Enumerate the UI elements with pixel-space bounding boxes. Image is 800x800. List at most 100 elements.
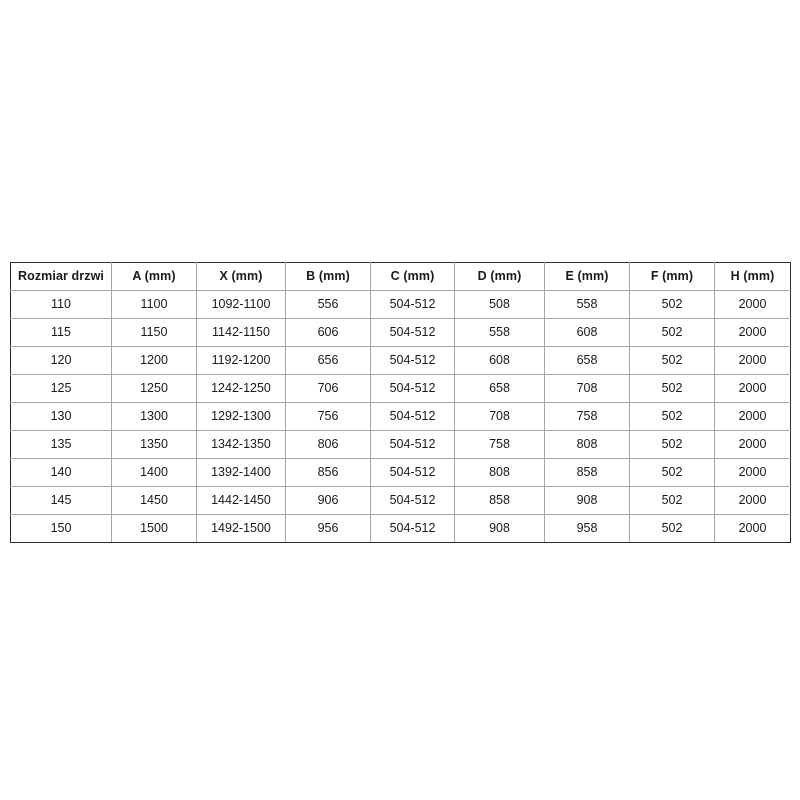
cell-d: 758 bbox=[454, 430, 545, 459]
table-header: Rozmiar drzwi A (mm) X (mm) B (mm) C (mm… bbox=[10, 262, 791, 291]
cell-f: 502 bbox=[629, 430, 715, 459]
cell-rozmiar-drzwi: 115 bbox=[10, 318, 112, 347]
column-header-x: X (mm) bbox=[196, 262, 286, 291]
cell-rozmiar-drzwi: 120 bbox=[10, 346, 112, 375]
cell-c: 504-512 bbox=[370, 374, 455, 403]
cell-b: 606 bbox=[285, 318, 371, 347]
table-row: 120 1200 1192-1200 656 504-512 608 658 5… bbox=[10, 346, 791, 375]
cell-e: 858 bbox=[544, 458, 630, 487]
cell-e: 708 bbox=[544, 374, 630, 403]
cell-a: 1150 bbox=[111, 318, 197, 347]
cell-d: 608 bbox=[454, 346, 545, 375]
cell-f: 502 bbox=[629, 290, 715, 319]
cell-h: 2000 bbox=[714, 402, 791, 431]
table-row: 110 1100 1092-1100 556 504-512 508 558 5… bbox=[10, 290, 791, 319]
table-row: 115 1150 1142-1150 606 504-512 558 608 5… bbox=[10, 318, 791, 347]
cell-b: 706 bbox=[285, 374, 371, 403]
cell-b: 556 bbox=[285, 290, 371, 319]
cell-a: 1500 bbox=[111, 514, 197, 543]
cell-x: 1442-1450 bbox=[196, 486, 286, 515]
cell-f: 502 bbox=[629, 458, 715, 487]
cell-d: 858 bbox=[454, 486, 545, 515]
cell-h: 2000 bbox=[714, 290, 791, 319]
dimensions-table: Rozmiar drzwi A (mm) X (mm) B (mm) C (mm… bbox=[10, 262, 791, 543]
cell-c: 504-512 bbox=[370, 290, 455, 319]
cell-a: 1250 bbox=[111, 374, 197, 403]
cell-e: 658 bbox=[544, 346, 630, 375]
cell-b: 656 bbox=[285, 346, 371, 375]
table-row: 125 1250 1242-1250 706 504-512 658 708 5… bbox=[10, 374, 791, 403]
column-header-c: C (mm) bbox=[370, 262, 455, 291]
cell-x: 1242-1250 bbox=[196, 374, 286, 403]
cell-f: 502 bbox=[629, 402, 715, 431]
cell-c: 504-512 bbox=[370, 458, 455, 487]
cell-e: 608 bbox=[544, 318, 630, 347]
cell-rozmiar-drzwi: 130 bbox=[10, 402, 112, 431]
cell-h: 2000 bbox=[714, 346, 791, 375]
cell-x: 1092-1100 bbox=[196, 290, 286, 319]
cell-rozmiar-drzwi: 125 bbox=[10, 374, 112, 403]
cell-h: 2000 bbox=[714, 458, 791, 487]
cell-x: 1292-1300 bbox=[196, 402, 286, 431]
cell-f: 502 bbox=[629, 374, 715, 403]
cell-c: 504-512 bbox=[370, 318, 455, 347]
cell-h: 2000 bbox=[714, 374, 791, 403]
cell-h: 2000 bbox=[714, 486, 791, 515]
cell-a: 1350 bbox=[111, 430, 197, 459]
column-header-d: D (mm) bbox=[454, 262, 545, 291]
cell-b: 856 bbox=[285, 458, 371, 487]
cell-h: 2000 bbox=[714, 430, 791, 459]
dimensions-table-container: Rozmiar drzwi A (mm) X (mm) B (mm) C (mm… bbox=[10, 262, 791, 543]
cell-c: 504-512 bbox=[370, 402, 455, 431]
cell-rozmiar-drzwi: 135 bbox=[10, 430, 112, 459]
column-header-a: A (mm) bbox=[111, 262, 197, 291]
cell-rozmiar-drzwi: 110 bbox=[10, 290, 112, 319]
column-header-h: H (mm) bbox=[714, 262, 791, 291]
cell-c: 504-512 bbox=[370, 430, 455, 459]
cell-d: 658 bbox=[454, 374, 545, 403]
cell-x: 1392-1400 bbox=[196, 458, 286, 487]
cell-d: 708 bbox=[454, 402, 545, 431]
table-header-row: Rozmiar drzwi A (mm) X (mm) B (mm) C (mm… bbox=[10, 262, 791, 291]
cell-c: 504-512 bbox=[370, 486, 455, 515]
table-body: 110 1100 1092-1100 556 504-512 508 558 5… bbox=[10, 290, 791, 543]
cell-e: 908 bbox=[544, 486, 630, 515]
column-header-b: B (mm) bbox=[285, 262, 371, 291]
cell-c: 504-512 bbox=[370, 514, 455, 543]
cell-a: 1100 bbox=[111, 290, 197, 319]
cell-x: 1192-1200 bbox=[196, 346, 286, 375]
cell-a: 1450 bbox=[111, 486, 197, 515]
table-row: 145 1450 1442-1450 906 504-512 858 908 5… bbox=[10, 486, 791, 515]
cell-f: 502 bbox=[629, 514, 715, 543]
cell-d: 508 bbox=[454, 290, 545, 319]
cell-d: 908 bbox=[454, 514, 545, 543]
cell-h: 2000 bbox=[714, 514, 791, 543]
table-row: 150 1500 1492-1500 956 504-512 908 958 5… bbox=[10, 514, 791, 543]
cell-f: 502 bbox=[629, 486, 715, 515]
cell-x: 1342-1350 bbox=[196, 430, 286, 459]
cell-c: 504-512 bbox=[370, 346, 455, 375]
cell-b: 806 bbox=[285, 430, 371, 459]
cell-d: 808 bbox=[454, 458, 545, 487]
cell-b: 956 bbox=[285, 514, 371, 543]
cell-e: 808 bbox=[544, 430, 630, 459]
table-row: 130 1300 1292-1300 756 504-512 708 758 5… bbox=[10, 402, 791, 431]
cell-e: 558 bbox=[544, 290, 630, 319]
cell-d: 558 bbox=[454, 318, 545, 347]
cell-x: 1142-1150 bbox=[196, 318, 286, 347]
cell-h: 2000 bbox=[714, 318, 791, 347]
cell-a: 1300 bbox=[111, 402, 197, 431]
cell-rozmiar-drzwi: 145 bbox=[10, 486, 112, 515]
cell-e: 758 bbox=[544, 402, 630, 431]
column-header-f: F (mm) bbox=[629, 262, 715, 291]
cell-e: 958 bbox=[544, 514, 630, 543]
cell-b: 906 bbox=[285, 486, 371, 515]
cell-rozmiar-drzwi: 150 bbox=[10, 514, 112, 543]
cell-rozmiar-drzwi: 140 bbox=[10, 458, 112, 487]
cell-f: 502 bbox=[629, 346, 715, 375]
table-row: 135 1350 1342-1350 806 504-512 758 808 5… bbox=[10, 430, 791, 459]
column-header-e: E (mm) bbox=[544, 262, 630, 291]
column-header-rozmiar-drzwi: Rozmiar drzwi bbox=[10, 262, 112, 291]
table-row: 140 1400 1392-1400 856 504-512 808 858 5… bbox=[10, 458, 791, 487]
